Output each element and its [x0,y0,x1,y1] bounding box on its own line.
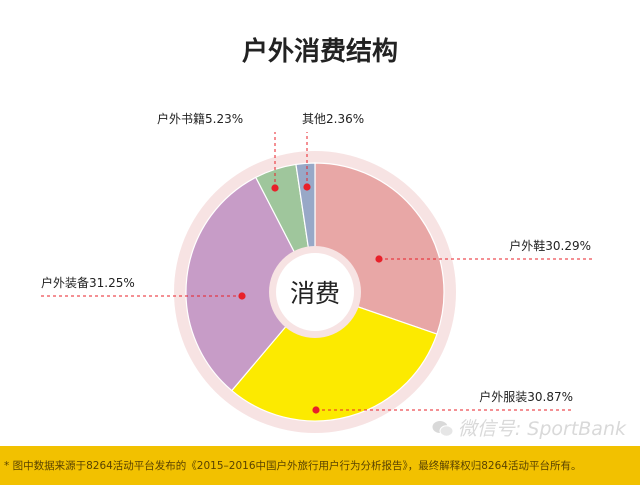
chart-title: 户外消费结构 [242,36,398,67]
pie-center-label: 消费 [290,279,340,308]
slice-label-4: 其他2.36% [302,112,364,126]
leader-dot-2 [238,292,246,300]
leader-dot-0 [375,255,383,263]
footer-bar: 微信号: SportBank * 图中数据来源于8264活动平台发布的《2015… [0,418,640,485]
pie-center-hole [276,253,354,331]
watermark-text: 微信号: SportBank [457,418,626,440]
slice-label-0: 户外鞋30.29% [509,238,591,253]
pie-slice-1 [230,291,438,422]
leader-lines: 户外鞋30.29% 户外服装30.87% 户外装备31.25% 户外书籍5.23% 其他… [40,111,592,414]
leader-dot-3 [271,184,279,192]
leader-dot-4 [303,183,311,191]
slice-label-3: 户外书籍5.23% [157,111,243,126]
footer-source-note: * 图中数据来源于8264活动平台发布的《2015–2016中国户外旅行用户行为… [4,460,582,472]
slice-label-2: 户外装备31.25% [41,275,135,290]
watermark: 微信号: SportBank [432,414,626,441]
leader-dot-1 [312,406,320,414]
wechat-icon [432,421,454,437]
slice-label-1: 户外服装30.87% [479,389,573,404]
